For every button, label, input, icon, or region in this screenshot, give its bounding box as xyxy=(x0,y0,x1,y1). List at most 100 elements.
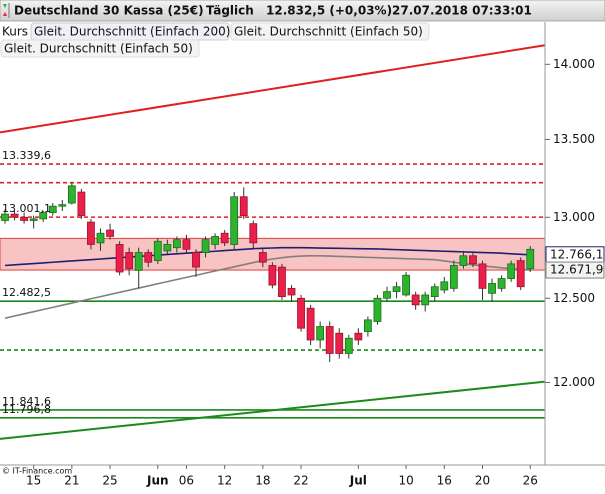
candle-body xyxy=(430,286,439,298)
candle-body xyxy=(268,265,277,286)
candle-body xyxy=(182,239,191,250)
instrument-title: Deutschland 30 Kassa (25€) xyxy=(14,4,204,18)
candle-body xyxy=(392,286,401,293)
timestamp: 27.07.2018 07:33:01 xyxy=(392,4,532,18)
x-tick-label: 25 xyxy=(102,474,117,488)
y-tick-label: 13.000 xyxy=(553,210,595,224)
legend-entry: Gleit. Durchschnitt (Einfach 50) xyxy=(234,25,423,39)
x-tick-label: 10 xyxy=(398,474,413,488)
x-tick-label: 22 xyxy=(293,474,308,488)
candle-body xyxy=(29,218,38,221)
candle-body xyxy=(440,281,449,291)
legend-entry: Gleit. Durchschnitt (Einfach 200) xyxy=(34,25,230,39)
y-tick-label: 14.000 xyxy=(553,57,595,71)
y-tick-label: 13.500 xyxy=(553,132,595,146)
candle-body xyxy=(201,239,210,253)
x-tick-label: 15 xyxy=(26,474,41,488)
level-label: 13.001,1 xyxy=(2,202,51,215)
x-tick-label: 18 xyxy=(255,474,270,488)
candle-body xyxy=(258,252,267,263)
candle-body xyxy=(134,252,143,271)
candle-body xyxy=(115,244,124,273)
legend-entry: Kurs xyxy=(2,25,28,39)
source: © IT-Finance.com xyxy=(2,467,72,476)
candle-body xyxy=(249,223,258,244)
level-label: 11.796,8 xyxy=(2,403,51,416)
candle-body xyxy=(230,196,239,245)
x-tick-label: Jul xyxy=(349,474,367,488)
interval: Täglich xyxy=(206,4,254,18)
x-tick-label: 16 xyxy=(437,474,452,488)
trendline xyxy=(0,44,545,134)
candle-body xyxy=(106,229,114,237)
trendline xyxy=(0,380,545,440)
candle-body xyxy=(10,213,19,218)
candle-body xyxy=(192,252,200,268)
candle-body xyxy=(48,205,57,213)
quote: 12.832,5 (+0,03%) xyxy=(266,4,392,18)
candle-body xyxy=(411,294,420,306)
candle-body xyxy=(125,252,134,270)
y-tick-label: 12.000 xyxy=(553,375,595,389)
candle-body xyxy=(459,255,468,266)
legend-box xyxy=(230,22,430,41)
candle-body xyxy=(87,221,95,245)
level-label: 12.482,5 xyxy=(2,286,51,299)
candle-body xyxy=(421,294,430,306)
candle-body xyxy=(172,239,181,249)
last-value-label: 12.671,9 xyxy=(550,263,603,277)
candle-body xyxy=(363,319,372,332)
moving-average xyxy=(4,254,531,319)
candle-body xyxy=(1,213,9,221)
candle-body xyxy=(58,204,67,207)
candle-body xyxy=(516,260,525,288)
candle-body xyxy=(77,191,86,217)
candle-body xyxy=(39,212,48,220)
header-icon xyxy=(3,3,10,18)
last-value-box xyxy=(545,261,605,279)
candle-body xyxy=(383,291,391,299)
candle-body xyxy=(96,232,105,244)
candle-body xyxy=(507,263,516,279)
candle-body xyxy=(20,216,29,221)
candle-body xyxy=(325,326,334,354)
candle-body xyxy=(488,283,496,294)
candle-body xyxy=(478,263,487,289)
y-tick-label: 12.500 xyxy=(553,291,595,305)
x-tick-label: Jun xyxy=(146,474,169,488)
candle-body xyxy=(220,232,229,244)
header-bar xyxy=(0,0,605,22)
candle-body xyxy=(153,240,162,262)
x-tick-label: 26 xyxy=(523,474,538,488)
candle-body xyxy=(335,332,344,354)
plot-area xyxy=(0,44,545,440)
candle-body xyxy=(449,265,458,289)
candle-body xyxy=(163,244,172,252)
candle-body xyxy=(287,287,296,296)
legend-entry: Gleit. Durchschnitt (Einfach 50) xyxy=(4,42,193,56)
moving-average xyxy=(4,246,531,267)
legend-box xyxy=(0,39,200,58)
candle-body xyxy=(67,185,76,204)
last-value-label: 12.766,1 xyxy=(550,247,603,261)
candle-body xyxy=(239,196,248,217)
level-label: 11.841,6 xyxy=(2,395,51,408)
candle-body xyxy=(306,307,315,341)
x-tick-label: 21 xyxy=(64,474,79,488)
candle-body xyxy=(278,266,286,298)
candle-body xyxy=(211,236,220,245)
candle-body xyxy=(316,326,325,341)
candle-body xyxy=(469,255,477,265)
candle-body xyxy=(354,332,363,341)
x-tick-label: 12 xyxy=(217,474,232,488)
candle-body xyxy=(344,337,353,354)
candle-body xyxy=(526,248,535,270)
candle-body xyxy=(497,278,506,289)
x-tick-label: 20 xyxy=(475,474,490,488)
candle-body xyxy=(297,297,305,329)
x-tick-label: 06 xyxy=(179,474,194,488)
candle-body xyxy=(402,274,411,296)
level-label: 13.339,6 xyxy=(2,149,51,162)
candle-body xyxy=(373,297,382,322)
